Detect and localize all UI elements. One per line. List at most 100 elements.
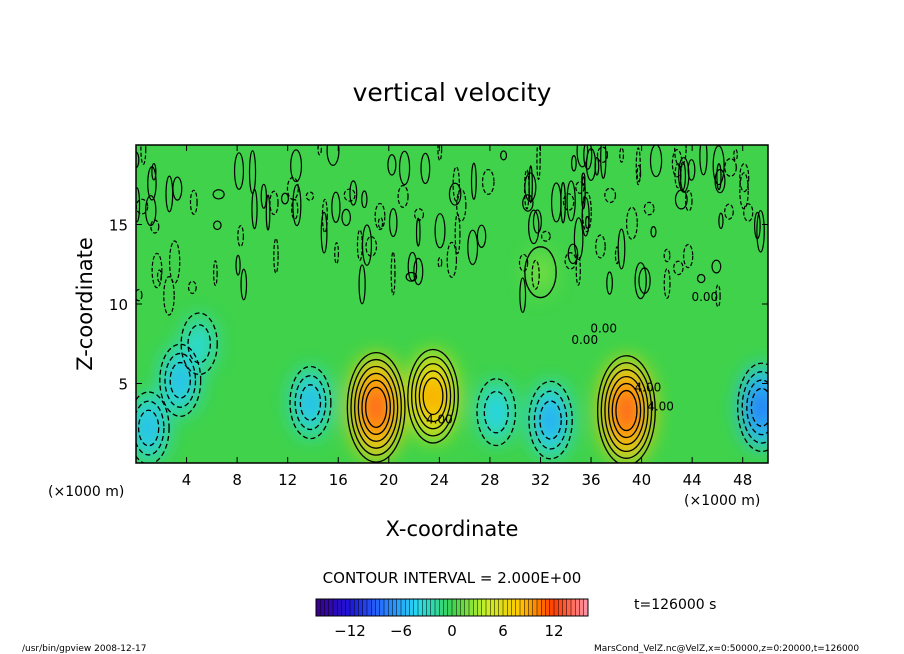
field-blob: [754, 394, 768, 420]
contour-ring: [533, 390, 568, 450]
colorbar-cell: [435, 599, 440, 616]
field-blob: [425, 382, 441, 410]
colorbar-cell: [430, 599, 436, 616]
contour-ring: [663, 248, 671, 263]
time-label: t=126000 s: [634, 597, 716, 613]
contour-ring: [213, 260, 218, 287]
contour-ring: [418, 370, 448, 423]
colorbar-cell: [341, 599, 347, 616]
colorbar-cell: [464, 599, 470, 616]
contour-ring: [235, 254, 241, 276]
contour-ring: [289, 365, 332, 440]
contour-ring: [189, 189, 198, 215]
colorbar-cell: [511, 599, 517, 616]
contour-ring: [600, 145, 607, 179]
contour-ring: [571, 155, 577, 172]
colorbar-cell: [507, 599, 512, 616]
colorbar-cell: [388, 599, 393, 616]
contour-ring: [397, 184, 409, 208]
contour-ring: [567, 243, 579, 265]
colorbar-cell: [575, 599, 580, 616]
colorbar-cell: [456, 599, 461, 616]
contour-ring: [595, 234, 606, 259]
contour-ring: [365, 236, 378, 257]
contour-ring: [718, 212, 724, 230]
field-blob: [544, 409, 557, 432]
contour-ring: [634, 262, 647, 300]
colorbar-cell: [503, 599, 508, 616]
x-tick-label: 40: [632, 471, 651, 489]
contour-ring: [407, 348, 459, 444]
x-tick-label: 16: [329, 471, 348, 489]
contour-ring: [145, 195, 157, 227]
contour-ring: [180, 312, 218, 376]
colorbar-tick-label: −6: [390, 622, 412, 640]
footer-right: MarsCond_VelZ.nc@VelZ,x=0:50000,z=0:2000…: [594, 644, 859, 654]
contour-ring: [746, 379, 768, 436]
contour-ring: [292, 184, 302, 227]
colorbar-cell: [562, 599, 568, 616]
contour-ring: [448, 182, 462, 206]
colorbar-tick-label: 12: [544, 622, 563, 640]
colorbar-cell: [316, 599, 321, 616]
contour-ring: [137, 409, 160, 447]
colorbar-cell: [375, 599, 381, 616]
contour-ring: [364, 386, 388, 428]
field-blob: [142, 417, 155, 439]
contour-ring: [699, 145, 708, 176]
field-blob: [618, 394, 635, 427]
contour-ring: [290, 149, 303, 183]
contour-ring: [320, 211, 328, 254]
contour-ring: [415, 217, 421, 247]
field-blob: [536, 264, 545, 280]
y-tick-label: 15: [109, 217, 128, 235]
contour-ring: [172, 176, 183, 201]
contour-ring: [390, 251, 396, 296]
contour-ring: [240, 268, 248, 301]
contour-ring: [715, 284, 721, 308]
x-tick-label: 36: [581, 471, 600, 489]
contour-ring: [663, 268, 671, 299]
colorbar-cell: [405, 599, 410, 616]
chart-title: vertical velocity: [353, 78, 552, 107]
contour-ring: [519, 277, 527, 314]
colorbar-cell: [439, 599, 444, 616]
contour-ring: [334, 242, 340, 265]
contour-ring: [136, 400, 165, 456]
contour-ring: [711, 259, 722, 274]
x-tick-label: 32: [531, 471, 550, 489]
contour-ring: [739, 163, 750, 193]
contour-ring: [456, 188, 467, 222]
contour-ring: [291, 198, 299, 220]
contour-ring: [165, 175, 174, 213]
contour-ring: [420, 152, 431, 185]
colorbar-cell: [358, 599, 364, 616]
plot-area: 4.004.004.000.000.000.00: [136, 145, 768, 463]
y-tick-label: 10: [109, 296, 128, 314]
contour-ring: [237, 225, 244, 248]
colorbar-cell: [579, 599, 585, 616]
contour-ring: [687, 159, 696, 181]
contour-ring: [737, 362, 768, 453]
contour-ring: [434, 213, 446, 249]
contour-ring: [518, 253, 529, 272]
colorbar-cell: [524, 599, 529, 616]
colorbar-cell: [320, 599, 325, 616]
colorbar-cell: [498, 599, 504, 616]
contour-ring: [280, 192, 289, 205]
contour-ring: [643, 201, 655, 216]
colorbar-cell: [426, 599, 432, 616]
colorbar-cell: [469, 599, 474, 616]
contour-ring: [741, 371, 768, 444]
field-blob: [304, 392, 317, 413]
contour-ring: [437, 145, 443, 161]
x-axis: 4 8 12 16 20 24 28 32 36 40 44 48: [182, 145, 752, 489]
contour-ring: [321, 198, 328, 234]
contour-ring: [679, 161, 687, 191]
contour-ring: [576, 145, 589, 168]
contour-ring: [604, 369, 649, 453]
colorbar-cell: [409, 599, 415, 616]
contour-ring: [500, 150, 508, 161]
contour-ring: [305, 191, 315, 201]
